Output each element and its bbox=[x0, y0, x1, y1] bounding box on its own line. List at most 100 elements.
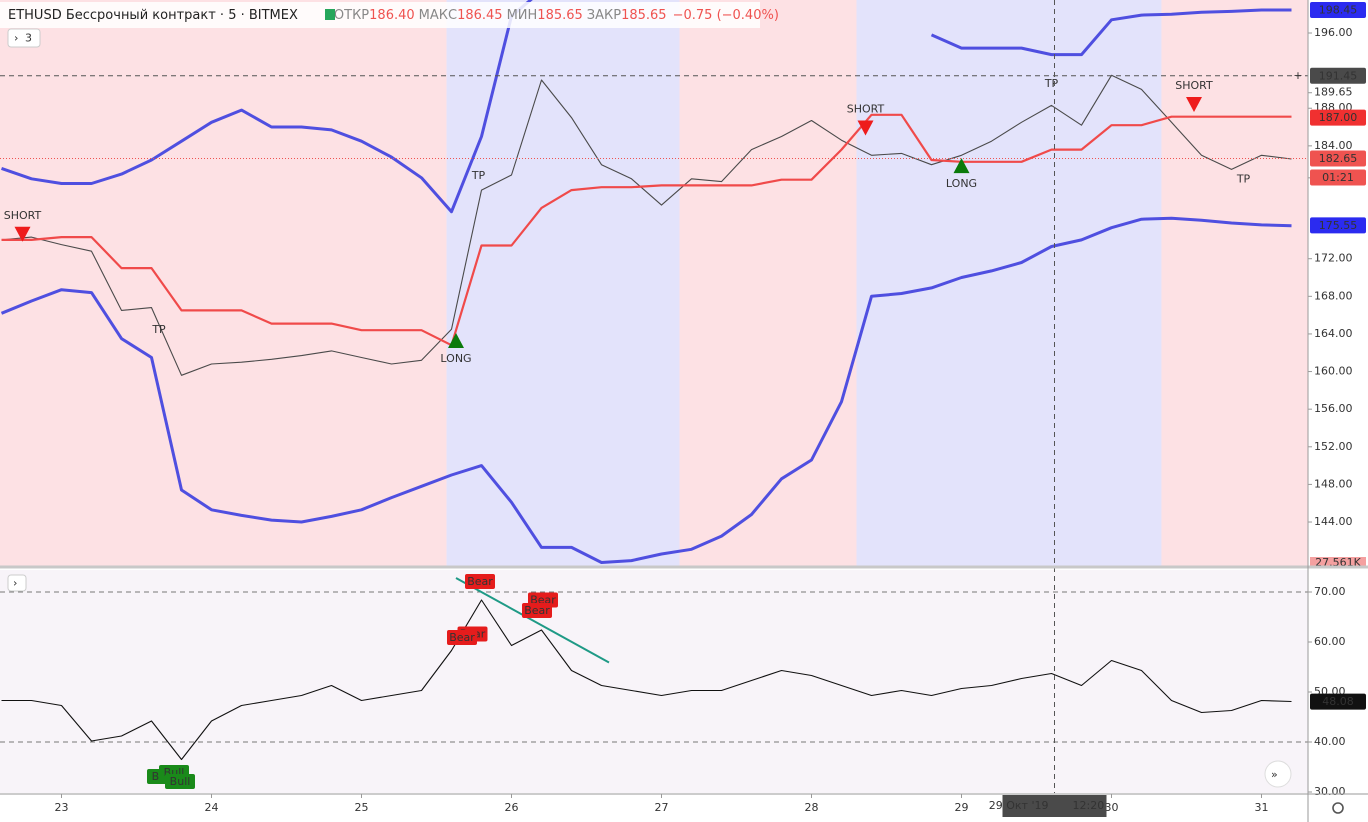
toggle-chevron: › bbox=[14, 32, 18, 45]
x-tick-label: 24 bbox=[205, 801, 219, 814]
crosshair-plus: + bbox=[1293, 69, 1302, 82]
crosshair-price-tag-bg bbox=[1310, 67, 1366, 84]
divergence-label: Bear bbox=[467, 575, 493, 588]
y-tick-label: 164.00 bbox=[1314, 327, 1353, 340]
header: ETHUSD Бессрочный контракт · 5 · BITMEX О… bbox=[8, 8, 779, 23]
ohlc-value: 185.65 bbox=[621, 8, 667, 23]
signal-label: SHORT bbox=[1175, 79, 1213, 92]
band-line bbox=[1, 113, 1292, 347]
x-tick-label: 23 bbox=[55, 801, 69, 814]
crosshair-time-bg bbox=[1002, 795, 1107, 817]
ohlc-name: МИН bbox=[507, 8, 538, 23]
signal-region bbox=[1161, 0, 1308, 566]
price-tag: 175.55 bbox=[1319, 219, 1358, 232]
band-line bbox=[0, 216, 1292, 564]
short-arrow bbox=[14, 226, 31, 242]
price-tag-bg bbox=[1310, 1, 1366, 18]
y-tick-label: 156.00 bbox=[1314, 402, 1353, 415]
price-tag: 187.00 bbox=[1319, 111, 1358, 124]
scroll-right-button[interactable] bbox=[1264, 760, 1292, 788]
scroll-right-icon: » bbox=[1271, 768, 1278, 781]
indicator-pane: BearBearBearBearBearBullBullBull bbox=[0, 574, 1308, 789]
countdown-tag-bg bbox=[1310, 169, 1366, 186]
main-pane: SHORT TP TP LONG SHORT LONG TP SHORT TP bbox=[0, 0, 1308, 564]
y-tick-label: 30.00 bbox=[1314, 785, 1346, 798]
y-tick-label: 160.00 bbox=[1314, 365, 1353, 378]
pane-chevron: › bbox=[13, 577, 17, 590]
divergence-label-bg bbox=[465, 574, 495, 589]
overlay: › 3 › » ETHUSD Бессрочный контракт · 5 ·… bbox=[0, 2, 1344, 814]
x-tick-label: 27 bbox=[655, 801, 669, 814]
y-tick-label: 40.00 bbox=[1314, 735, 1346, 748]
crosshair-time: 12:20 bbox=[1073, 799, 1105, 812]
x-tick-label: 29 bbox=[955, 801, 969, 814]
signal-label: TP bbox=[1044, 77, 1059, 90]
price-tag-bg bbox=[1310, 150, 1366, 167]
signal-label: TP bbox=[151, 323, 166, 336]
long-arrow bbox=[953, 158, 970, 174]
y-tick-label: 148.00 bbox=[1314, 477, 1353, 490]
ohlc-value: 186.40 bbox=[369, 8, 415, 23]
y-tick-label: 172.00 bbox=[1314, 252, 1353, 265]
signal-region bbox=[0, 0, 447, 566]
y-tick-label: 152.00 bbox=[1314, 440, 1353, 453]
header-bg bbox=[0, 2, 760, 28]
divergence-label-bg bbox=[522, 603, 552, 618]
price-line bbox=[1, 74, 1292, 376]
divergence-label-bg bbox=[447, 630, 477, 645]
divergence-label: Bear bbox=[449, 631, 475, 644]
signal-label: TP bbox=[1236, 173, 1251, 186]
ohlc-name: ЗАКР bbox=[587, 8, 621, 23]
regions bbox=[0, 0, 1308, 566]
signal-label: LONG bbox=[440, 352, 471, 365]
change-value: −0.75 (−0.40%) bbox=[673, 8, 779, 23]
price-tag-bg bbox=[1310, 217, 1366, 234]
ohlc-value: 185.65 bbox=[537, 8, 583, 23]
short-arrow bbox=[857, 120, 874, 136]
divergence-label: Bear bbox=[524, 604, 550, 617]
short-arrow bbox=[1186, 97, 1202, 113]
long-arrow bbox=[448, 333, 464, 349]
y-tick-label: 144.00 bbox=[1314, 515, 1353, 528]
signal-label: LONG bbox=[946, 177, 977, 190]
volume-tag-bg bbox=[1310, 557, 1366, 566]
x-tick-label: 30 bbox=[1105, 801, 1119, 814]
symbol-title: ETHUSD Бессрочный контракт · 5 · BITMEX bbox=[8, 8, 298, 23]
signal-label: SHORT bbox=[847, 103, 885, 116]
price-line bbox=[1, 599, 1292, 761]
y-tick-label: 189.65 bbox=[1314, 86, 1353, 99]
indicators-toggle[interactable] bbox=[7, 28, 41, 48]
flag-icon bbox=[325, 9, 335, 20]
signal-region bbox=[856, 0, 1162, 566]
divergence-label-bg bbox=[165, 774, 195, 789]
price-tag: 198.45 bbox=[1319, 3, 1358, 16]
countdown-tag: 01:21 bbox=[1322, 171, 1354, 184]
price-tag-bg bbox=[1310, 109, 1366, 126]
signal-label: SHORT bbox=[4, 209, 42, 222]
ohlc-value: 186.45 bbox=[457, 8, 503, 23]
indicator-tag-bg bbox=[1310, 693, 1366, 710]
signal-region bbox=[679, 0, 857, 566]
indicator-count: 3 bbox=[25, 32, 32, 45]
y-tick-label: 196.00 bbox=[1314, 26, 1353, 39]
y-tick-label: 184.00 bbox=[1314, 139, 1353, 152]
pane-toggle[interactable] bbox=[7, 574, 27, 592]
x-tick-label: 28 bbox=[805, 801, 819, 814]
indicator-background bbox=[0, 570, 1308, 793]
x-tick-label: 31 bbox=[1255, 801, 1269, 814]
y-tick-label: 70.00 bbox=[1314, 585, 1346, 598]
y-tick-label: 60.00 bbox=[1314, 635, 1346, 648]
crosshair-date: 29 Окт '19 bbox=[989, 799, 1049, 812]
signal-region bbox=[446, 0, 680, 566]
trend-line bbox=[455, 577, 610, 664]
ohlc-name: ОТКР bbox=[334, 8, 369, 23]
x-tick-label: 25 bbox=[355, 801, 369, 814]
price-tag: 182.65 bbox=[1319, 152, 1358, 165]
band-line bbox=[1, 0, 1292, 214]
x-tick-label: 26 bbox=[505, 801, 519, 814]
settings-icon[interactable] bbox=[1332, 802, 1344, 814]
ohlc-name: МАКС bbox=[419, 8, 457, 23]
divergence-label: Bull bbox=[170, 775, 191, 788]
